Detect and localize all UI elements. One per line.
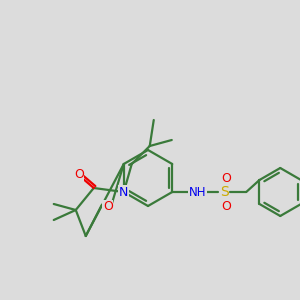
Text: O: O xyxy=(221,200,231,212)
Text: O: O xyxy=(221,172,231,184)
Text: NH: NH xyxy=(188,185,206,199)
Text: O: O xyxy=(74,169,84,182)
Text: S: S xyxy=(220,185,229,199)
Text: N: N xyxy=(119,185,128,199)
Text: O: O xyxy=(103,200,113,214)
